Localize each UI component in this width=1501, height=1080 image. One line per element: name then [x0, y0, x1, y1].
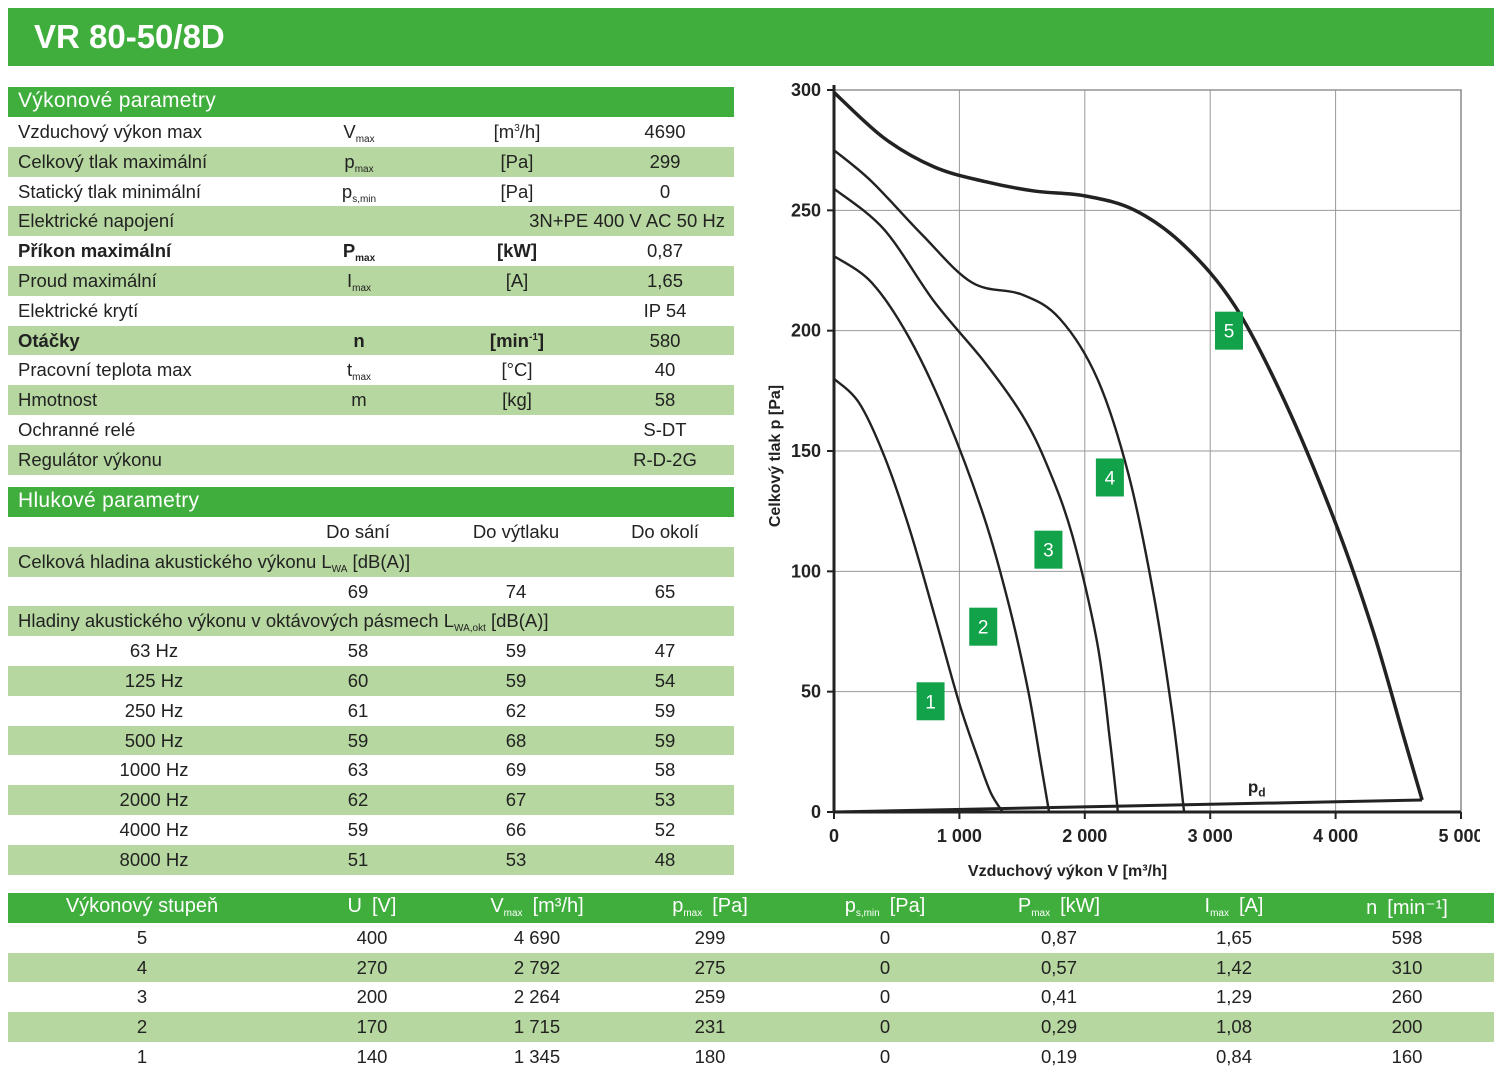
pd-line — [833, 798, 1423, 814]
param-label: Elektrické krytí — [18, 299, 139, 321]
performance-row: Příkon maximální Pmax [kW] 0,87 — [18, 240, 683, 265]
performance-table: Vzduchový výkon max Vmax [m3/h] 4690 Celkový… — [8, 117, 734, 475]
noise-table: Do sání Do výtlaku Do okolí Celková hladina… — [8, 517, 734, 875]
param-label: Vzduchový výkon max — [18, 121, 203, 142]
param-label: Elektrické napojení — [18, 210, 175, 232]
series-line-3 — [833, 187, 1120, 813]
noise-columns-row: Do sání Do výtlaku Do okolí — [326, 521, 699, 542]
series-marker-3 — [1034, 530, 1063, 569]
performance-heading-bar: Výkonové parametry — [8, 87, 734, 117]
stages-row: 1 140 1 345 180 0 0,19 0,84 160 — [136, 1045, 1423, 1067]
noise-octave-row: 500 Hz 59 68 59 — [8, 725, 734, 756]
stages-table: Výkonový stupeň U [V] Vmax [m³/h] pmax [Pa]… — [8, 893, 1494, 1071]
stages-row: 3 200 2 264 259 0 0,41 1,29 260 — [136, 986, 1423, 1008]
x-tick-label: 3 000 — [1188, 826, 1233, 846]
series-label-3: 3 — [1043, 541, 1054, 562]
noise-octave-label: Hladiny akustického výkonu v oktávových … — [18, 610, 549, 635]
y-tick-label: 150 — [791, 441, 821, 461]
noise-total-label-row: Celková hladina akustického výkonu LWA [… — [8, 546, 734, 577]
stages-header-row: Výkonový stupeň U [V] Vmax [m³/h] pmax [Pa]… — [8, 893, 1494, 923]
page-title: VR 80-50/8D — [34, 18, 225, 55]
y-tick-label: 300 — [791, 80, 821, 100]
x-tick-label: 5 000 — [1438, 826, 1480, 846]
x-tick-label: 4 000 — [1313, 826, 1358, 846]
performance-row: Otáčky n [min-1] 580 — [8, 325, 734, 356]
noise-octave-row: 250 Hz 61 62 59 — [124, 699, 676, 721]
x-tick-label: 1 000 — [937, 826, 982, 846]
series-label-2: 2 — [978, 618, 989, 639]
series-label-4: 4 — [1105, 468, 1116, 489]
y-tick-label: 250 — [791, 200, 821, 220]
performance-row: Hmotnost m [kg] 58 — [8, 385, 734, 415]
param-value: 3N+PE 400 V AC 50 Hz — [529, 210, 725, 232]
param-label: Proud maximální — [18, 269, 157, 291]
y-axis-title: Celkový tlak p [Pa] — [767, 385, 784, 527]
y-tick-label: 100 — [791, 561, 821, 581]
y-tick-label: 0 — [811, 802, 821, 822]
noise-octave-row: 63 Hz 58 59 47 — [129, 640, 676, 662]
y-tick-label: 200 — [791, 321, 821, 341]
series-label-1: 1 — [925, 692, 936, 713]
noise-heading-bar: Hlukové parametry — [8, 487, 734, 517]
series-line-4 — [833, 149, 1186, 813]
noise-octave-row: 8000 Hz 51 53 48 — [8, 844, 734, 875]
series-label-5: 5 — [1224, 322, 1235, 343]
performance-row: Statický tlak minimální ps,min [Pa] 0 — [18, 180, 671, 205]
pd-label: pd — [1248, 778, 1266, 800]
series-line-2 — [833, 255, 1051, 813]
noise-octave-row: 2000 Hz 62 67 53 — [8, 785, 734, 815]
noise-total-label: Celková hladina akustického výkonu LWA [… — [18, 550, 411, 575]
param-label: Regulátor výkonu — [18, 448, 162, 470]
performance-row: Vzduchový výkon max Vmax [m3/h] 4690 — [18, 121, 686, 145]
stages-row: 2 170 1 715 231 0 0,29 1,08 200 — [8, 1012, 1494, 1042]
series-marker-4 — [1095, 458, 1124, 497]
y-tick-label: 50 — [801, 682, 821, 702]
noise-octave-row: 125 Hz 60 59 54 — [8, 665, 734, 696]
title-bar: VR 80-50/8D — [8, 8, 1494, 66]
param-label: Pracovní teplota max — [18, 359, 192, 381]
noise-heading: Hlukové parametry — [18, 489, 200, 512]
param-label: Příkon maximální — [18, 240, 172, 262]
stages-row: 5 400 4 690 299 0 0,87 1,65 598 — [136, 927, 1423, 948]
performance-row: Elektrické napojení 3N+PE 400 V AC 50 Hz — [8, 206, 734, 237]
param-label: Otáčky — [18, 329, 80, 351]
noise-octave-row: 1000 Hz 63 69 58 — [119, 759, 676, 781]
param-label: Statický tlak minimální — [18, 180, 201, 202]
performance-row: Pracovní teplota max tmax [°C] 40 — [18, 359, 676, 384]
performance-row: Regulátor výkonu R-D-2G — [8, 444, 734, 475]
x-tick-label: 0 — [829, 826, 839, 846]
noise-octave-label-row: Hladiny akustického výkonu v oktávových … — [8, 606, 734, 637]
stages-row: 4 270 2 792 275 0 0,57 1,42 310 — [8, 952, 1494, 983]
series-marker-2 — [969, 607, 998, 646]
series-line-1 — [833, 377, 1004, 813]
performance-row: Elektrické krytí IP 54 — [18, 299, 687, 321]
series-marker-1 — [916, 682, 945, 721]
param-label: Hmotnost — [18, 389, 98, 411]
performance-row: Ochranné relé S-DT — [18, 418, 687, 440]
param-label: Celkový tlak maximální — [18, 150, 208, 172]
noise-total-values-row: 69 74 65 — [347, 580, 676, 602]
performance-heading: Výkonové parametry — [18, 89, 216, 112]
series-line-5 — [832, 91, 1424, 801]
x-tick-label: 2 000 — [1062, 826, 1107, 846]
param-label: Ochranné relé — [18, 418, 136, 440]
x-axis-title: Vzduchový výkon V [m³/h] — [968, 863, 1167, 880]
performance-row: Celkový tlak maximální pmax [Pa] 299 — [8, 146, 734, 177]
series-marker-5 — [1215, 311, 1244, 350]
performance-row: Proud maximální Imax [A] 1,65 — [8, 265, 734, 296]
noise-octave-row: 4000 Hz 59 66 52 — [119, 818, 676, 840]
